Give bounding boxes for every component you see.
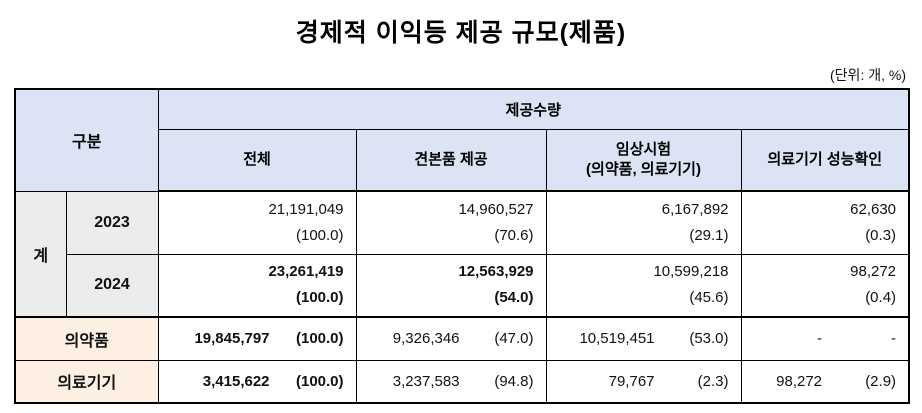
header-col-total: 전체: [157, 128, 357, 192]
table-header: 구분 제공수량 전체 견본품 제공 임상시험 (의약품, 의료기기) 의료기기 …: [14, 88, 910, 192]
unit-note: (단위: 개, %): [830, 67, 906, 83]
cell-value: 14,960,527: [458, 200, 534, 218]
cell-value: 23,261,419: [268, 263, 344, 281]
header-row-columns: 전체 견본품 제공 임상시험 (의약품, 의료기기) 의료기기 성능확인: [15, 128, 910, 192]
cell-2024-total: 23,261,419 (100.0): [157, 253, 357, 318]
cell-pct: -: [891, 330, 897, 348]
header-provision-qty: 제공수량: [157, 88, 910, 130]
header-row-group: 구분 제공수량: [14, 88, 910, 192]
cell-value: 98,272: [850, 263, 897, 281]
cell-value: 6,167,892: [661, 200, 729, 218]
cell-2023-total: 21,191,049 (100.0): [157, 190, 357, 255]
cell-pct: (100.0): [295, 226, 344, 244]
cell-pct: (2.3): [697, 372, 729, 390]
cell-pct: (47.0): [494, 330, 534, 348]
cell-pharma-device-perf: - -: [740, 316, 910, 361]
header-col-device-perf: 의료기기 성능확인: [740, 128, 910, 192]
cell-value: 9,326,346: [392, 330, 460, 348]
cell-device-total: 3,415,622 (100.0): [157, 359, 357, 404]
cell-2023-device-perf: 62,630 (0.3): [740, 190, 910, 255]
cell-value: 62,630: [850, 200, 897, 218]
category-label-pharma: 의약품: [14, 316, 159, 361]
cell-pct: (0.4): [865, 289, 897, 307]
cell-device-device-perf: 98,272 (2.9): [740, 359, 910, 404]
page-title: 경제적 이익등 제공 규모(제품): [295, 19, 627, 47]
cell-pct: (0.3): [865, 226, 897, 244]
header-col-sample: 견본품 제공: [355, 128, 547, 192]
cell-pct: (70.6): [494, 226, 534, 244]
table-row-2023: 계 2023 21,191,049 (100.0) 14,960,527 (70…: [14, 190, 910, 318]
cell-value: 3,415,622: [202, 372, 270, 390]
cell-pct: (29.1): [689, 226, 729, 244]
table-row-pharma: 의약품 19,845,797 (100.0) 9,326,346 (47.0): [14, 316, 910, 361]
cell-value: 10,599,218: [653, 263, 729, 281]
cell-pct: (100.0): [295, 289, 344, 307]
cell-value: 98,272: [776, 372, 823, 390]
cell-value: 10,519,451: [579, 330, 655, 348]
cell-pct: (45.6): [689, 289, 729, 307]
cell-value: 19,845,797: [194, 330, 270, 348]
cell-device-clinical: 79,767 (2.3): [545, 359, 742, 404]
summary-label: 계: [14, 190, 67, 318]
cell-device-sample: 3,237,583 (94.8): [355, 359, 547, 404]
cell-pharma-total: 19,845,797 (100.0): [157, 316, 357, 361]
cell-pct: (94.8): [494, 372, 534, 390]
cell-value: 79,767: [608, 372, 655, 390]
table-row-device: 의료기기 3,415,622 (100.0) 3,237,583 (94.8): [14, 359, 910, 404]
cell-pct: (53.0): [689, 330, 729, 348]
table-row-2024: 2024 23,261,419 (100.0) 12,563,929 (54.0…: [15, 253, 910, 318]
cell-2024-clinical: 10,599,218 (45.6): [545, 253, 742, 318]
cell-value: 3,237,583: [392, 372, 460, 390]
header-col-clinical: 임상시험 (의약품, 의료기기): [545, 128, 742, 192]
cell-value: 21,191,049: [268, 200, 344, 218]
cell-2023-sample: 14,960,527 (70.6): [355, 190, 547, 255]
cell-2024-sample: 12,563,929 (54.0): [355, 253, 547, 318]
cell-2024-device-perf: 98,272 (0.4): [740, 253, 910, 318]
cell-value: -: [817, 330, 823, 348]
category-label-device: 의료기기: [14, 359, 159, 404]
benefits-table: 구분 제공수량 전체 견본품 제공 임상시험 (의약품, 의료기기) 의료기기 …: [14, 88, 911, 404]
cell-pharma-clinical: 10,519,451 (53.0): [545, 316, 742, 361]
cell-pct: (54.0): [494, 289, 534, 307]
cell-2023-clinical: 6,167,892 (29.1): [545, 190, 742, 255]
cell-pct: (100.0): [295, 372, 344, 390]
cell-value: 12,563,929: [458, 263, 534, 281]
cell-pct: (2.9): [865, 372, 897, 390]
year-label-2023: 2023: [65, 190, 159, 255]
year-label-2024: 2024: [65, 253, 159, 318]
cell-pharma-sample: 9,326,346 (47.0): [355, 316, 547, 361]
header-gubun: 구분: [14, 88, 159, 192]
cell-pct: (100.0): [295, 330, 344, 348]
